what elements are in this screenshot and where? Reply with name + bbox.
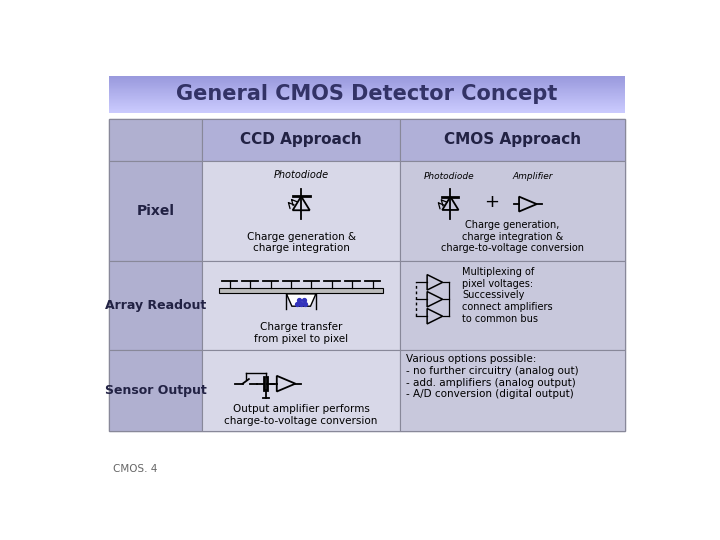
Bar xyxy=(109,350,202,430)
Bar xyxy=(109,108,625,109)
Bar xyxy=(109,102,625,103)
Bar xyxy=(109,109,625,110)
Bar xyxy=(109,119,625,430)
Bar xyxy=(109,78,625,79)
Bar xyxy=(109,89,625,90)
Text: Charge transfer
from pixel to pixel: Charge transfer from pixel to pixel xyxy=(254,322,348,343)
Bar xyxy=(109,83,625,84)
Bar xyxy=(109,105,625,106)
Text: Photodiode: Photodiode xyxy=(423,172,474,181)
Bar xyxy=(109,100,625,101)
Text: Multiplexing of
pixel voltages:
Successively
connect amplifiers
to common bus: Multiplexing of pixel voltages: Successi… xyxy=(462,267,553,323)
Text: Amplifier: Amplifier xyxy=(512,172,553,181)
Bar xyxy=(109,98,625,99)
Text: CCD Approach: CCD Approach xyxy=(240,132,362,147)
Text: +: + xyxy=(484,193,499,211)
Bar xyxy=(109,106,625,107)
Bar xyxy=(400,350,625,430)
Bar xyxy=(109,90,625,91)
Bar xyxy=(109,94,625,96)
Bar xyxy=(109,82,625,83)
Text: CMOS. 4: CMOS. 4 xyxy=(113,464,158,475)
Bar xyxy=(109,105,625,106)
Text: Output amplifier performs
charge-to-voltage conversion: Output amplifier performs charge-to-volt… xyxy=(225,404,378,426)
Bar xyxy=(109,80,625,81)
Bar xyxy=(109,94,625,95)
Bar xyxy=(109,103,625,104)
Text: Charge generation &
charge integration: Charge generation & charge integration xyxy=(247,232,356,253)
Bar xyxy=(109,84,625,85)
Bar xyxy=(109,107,625,108)
Bar xyxy=(109,78,625,79)
Bar xyxy=(202,261,400,350)
Bar xyxy=(109,92,625,93)
Bar xyxy=(109,112,625,113)
Polygon shape xyxy=(287,294,316,306)
Bar xyxy=(400,161,625,261)
Bar xyxy=(109,101,625,102)
Bar xyxy=(109,93,625,94)
Text: General CMOS Detector Concept: General CMOS Detector Concept xyxy=(176,84,558,104)
Bar xyxy=(109,98,625,99)
Bar xyxy=(202,161,400,261)
Bar xyxy=(202,350,400,430)
Bar xyxy=(109,261,202,350)
Bar xyxy=(109,99,625,100)
Text: Pixel: Pixel xyxy=(137,204,175,218)
Bar xyxy=(220,288,383,293)
Bar xyxy=(109,76,625,77)
Bar xyxy=(109,161,202,261)
Bar xyxy=(109,111,625,112)
Bar xyxy=(109,87,625,88)
Bar xyxy=(109,86,625,87)
Bar xyxy=(109,81,625,82)
Text: Sensor Output: Sensor Output xyxy=(105,383,207,396)
Text: CMOS Approach: CMOS Approach xyxy=(444,132,581,147)
Bar xyxy=(109,109,625,110)
Bar xyxy=(109,91,625,92)
Bar xyxy=(202,119,400,161)
Bar xyxy=(109,104,625,105)
Bar xyxy=(109,77,625,78)
Bar xyxy=(109,119,202,161)
Bar xyxy=(400,119,625,161)
Bar xyxy=(109,89,625,90)
Bar xyxy=(109,87,625,89)
Bar xyxy=(400,261,625,350)
Bar xyxy=(109,85,625,86)
Text: Array Readout: Array Readout xyxy=(105,299,207,312)
Bar xyxy=(109,96,625,97)
Bar xyxy=(109,110,625,111)
Bar xyxy=(109,97,625,98)
Text: Various options possible:
- no further circuitry (analog out)
- add. amplifiers : Various options possible: - no further c… xyxy=(406,354,579,399)
Bar xyxy=(109,79,625,80)
Text: Charge generation,
charge integration &
charge-to-voltage conversion: Charge generation, charge integration & … xyxy=(441,220,584,253)
Text: Photodiode: Photodiode xyxy=(274,170,329,180)
